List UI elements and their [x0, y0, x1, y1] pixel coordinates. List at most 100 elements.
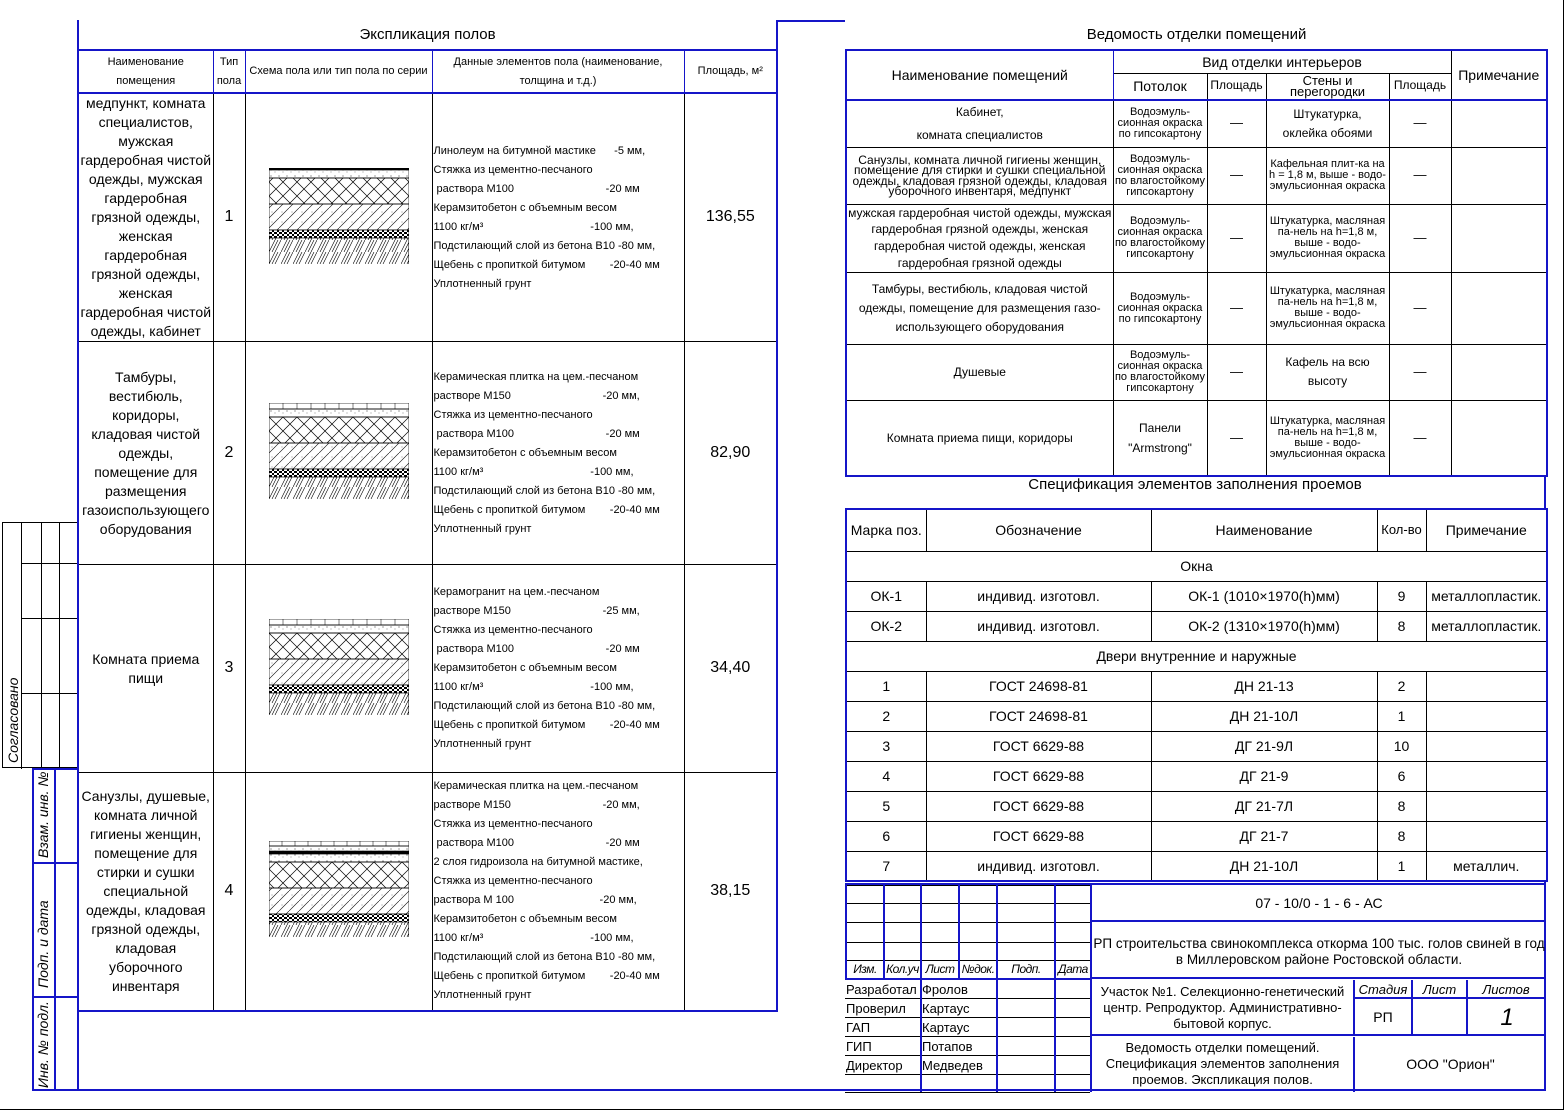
floor-elements: Керамическая плитка на цем.-песчаном рас…: [431, 341, 685, 565]
floor-area: 34,40: [683, 564, 779, 773]
stage-value: РП: [1355, 999, 1413, 1036]
spec-designation: ГОСТ 6629-88: [925, 730, 1152, 762]
floor-explication-table: Экспликация полов Наименование помещения…: [76, 20, 779, 1012]
spec-title: Спецификация элементов заполнения проемо…: [1028, 476, 1362, 493]
spec-row: 6 ГОСТ 6629-88 ДГ 21-7 8: [845, 820, 1548, 852]
stamp-role: Разработал: [846, 982, 917, 997]
header-type: Тип пола: [212, 49, 246, 94]
spec-name: ДГ 21-7: [1150, 820, 1378, 852]
floor-row: Тамбуры, вестибюль, коридоры, кладовая ч…: [77, 341, 779, 565]
stamp-line: [845, 885, 1090, 886]
header-room: Наименование помещения: [77, 49, 214, 94]
header-ceiling: Потолок: [1112, 72, 1208, 101]
stamp-col-header: Подп.: [1011, 962, 1041, 976]
stamp-line: [845, 1092, 1090, 1093]
stamp-line: [845, 1074, 1090, 1075]
room-name: медпункт, комната специалистов, мужская …: [77, 92, 214, 342]
spec-name: ОК-2 (1310×1970(h)мм): [1150, 610, 1378, 642]
spec-designation: индивид. изготовл.: [925, 580, 1152, 612]
room-name: Комната приема пищи: [77, 564, 214, 773]
header-area: Площадь, м²: [683, 49, 778, 94]
floor-type: 3: [212, 564, 246, 773]
spec-note: металлич.: [1425, 850, 1548, 882]
sign-date-label: Подп. и дата: [35, 900, 51, 988]
floor-table-title: Экспликация полов: [76, 20, 779, 51]
stamp-line: [845, 1036, 1090, 1037]
floor-section-diagram: [268, 618, 409, 719]
spec-header-name: Наименование: [1150, 508, 1378, 552]
floor-elements: Линолеум на битумной мастике -5 мм, Стяж…: [431, 92, 685, 342]
ceiling-area: —: [1206, 146, 1267, 205]
inv-orig-label: Инв. № подл.: [35, 1001, 51, 1088]
floor-type: 4: [212, 772, 246, 1012]
header-room-name: Наименование помещений: [845, 49, 1114, 101]
floor-type: 1: [212, 92, 246, 342]
floor-section-diagram: [268, 167, 409, 268]
finish-row: Санузлы, комната личной гигиены женщин, …: [845, 146, 1549, 205]
spec-name: ОК-1 (1010×1970(h)мм): [1150, 580, 1378, 612]
stamp-sheets-header: Листов: [1468, 980, 1546, 999]
finish-row: Тамбуры, вестибюль, кладовая чистой одеж…: [845, 271, 1549, 345]
ceiling-area: —: [1206, 343, 1267, 401]
finish-row: Комната приема пищи, коридоры Панели "Arm…: [845, 399, 1549, 478]
ceiling-finish: Водоэмуль-сионная окраска по гипсокартон…: [1112, 271, 1208, 345]
spec-group-row: Двери внутренние и наружные: [845, 640, 1548, 672]
spec-designation: индивид. изготовл.: [925, 610, 1152, 642]
floor-elements: Керамогранит на цем.-песчаном растворе М…: [431, 564, 685, 773]
spec-designation: ГОСТ 24698-81: [925, 670, 1152, 702]
object-name: Участок №1. Селекционно-генетический цен…: [1092, 980, 1355, 1036]
spec-header-mark: Марка поз.: [845, 508, 927, 552]
floor-area: 82,90: [683, 341, 779, 565]
ceiling-area: —: [1206, 399, 1267, 478]
spec-note: [1425, 670, 1548, 702]
stamp-person: Картаус: [922, 1001, 970, 1016]
ceiling-finish: Водоэмуль-сионная окраска по влагостойко…: [1112, 146, 1208, 205]
wall-area: —: [1388, 271, 1452, 345]
stamp-col-header: Дата: [1058, 962, 1088, 976]
stamp-sheet-header: Лист: [1413, 980, 1468, 999]
spec-name: ДГ 21-7Л: [1150, 790, 1378, 822]
wall-area: —: [1388, 146, 1452, 205]
spec-qty: 1: [1376, 700, 1427, 732]
header-walls: Стены и перегородки: [1265, 72, 1390, 101]
spec-qty: 1: [1376, 850, 1427, 882]
stamp-line: [845, 922, 1090, 923]
spec-mark: 2: [845, 700, 927, 732]
ceiling-area: —: [1206, 203, 1267, 273]
floor-area: 38,15: [683, 772, 779, 1012]
finish-table-title: Ведомость отделки помещений: [846, 20, 1548, 51]
stamp-line: [845, 885, 847, 979]
sheet-title: Ведомость отделки помещений. Спецификаци…: [1092, 1037, 1355, 1092]
spec-name: ДН 21-10Л: [1150, 700, 1378, 732]
spec-mark: ОК-2: [845, 610, 927, 642]
spec-note: [1425, 730, 1548, 762]
room-name: Санузлы, душевые, комната личной гигиены…: [77, 772, 214, 1012]
spec-group-row: Окна: [845, 550, 1548, 582]
spec-note: металлопластик.: [1425, 610, 1548, 642]
spec-name: ДГ 21-9Л: [1150, 730, 1378, 762]
finish-note: [1450, 203, 1549, 273]
spec-mark: 5: [845, 790, 927, 822]
wall-area: —: [1388, 99, 1452, 148]
project-name: РП строительства свинокомплекса откорма …: [1092, 922, 1546, 979]
wall-finish: Кафель на всю высоту: [1265, 343, 1390, 401]
spec-designation: ГОСТ 24698-81: [925, 700, 1152, 732]
wall-finish: Штукатурка, оклейка обоями: [1265, 99, 1390, 148]
stamp-person: Картаус: [922, 1020, 970, 1035]
spec-row: 4 ГОСТ 6629-88 ДГ 21-9 6: [845, 760, 1548, 792]
sheet-value: [1413, 999, 1468, 1036]
spec-row: ОК-1 индивид. изготовл. ОК-1 (1010×1970(h)…: [845, 580, 1548, 612]
sheets-value: 1: [1468, 999, 1546, 1036]
stamp-person: Медведев: [922, 1058, 983, 1073]
spec-group-label: Окна: [845, 550, 1548, 582]
floor-section-diagram: [268, 402, 409, 503]
spec-row: ОК-2 индивид. изготовл. ОК-2 (1310×1970(h)…: [845, 610, 1548, 642]
finish-room-name: мужская гардеробная чистой одежды, мужск…: [845, 203, 1114, 273]
stamp-col-header: №док.: [961, 962, 995, 976]
floor-row: Санузлы, душевые, комната личной гигиены…: [77, 772, 779, 1012]
wall-area: —: [1388, 343, 1452, 401]
stamp-col-header: Лист: [925, 962, 955, 976]
spec-header-note: Примечание: [1425, 508, 1548, 552]
spec-designation: ГОСТ 6629-88: [925, 760, 1152, 792]
